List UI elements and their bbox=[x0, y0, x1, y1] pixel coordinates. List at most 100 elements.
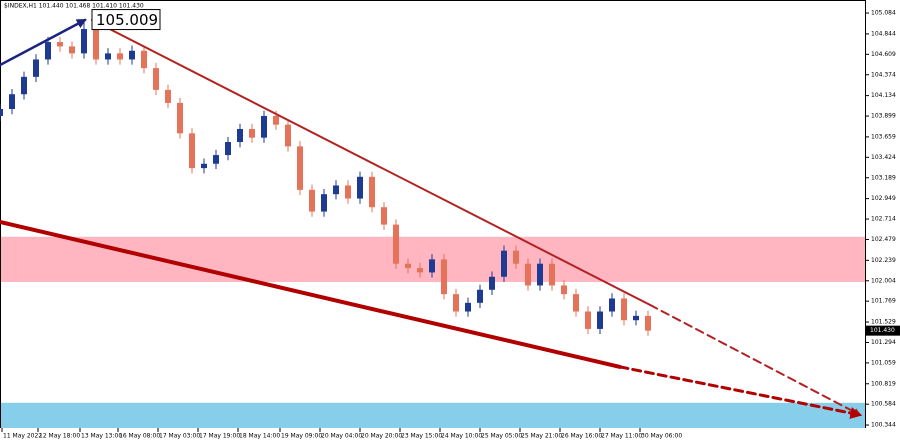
candle-body bbox=[105, 53, 111, 60]
candle-body bbox=[237, 128, 243, 143]
x-tick-label: 13 May 13:00 bbox=[81, 433, 122, 440]
candle-body bbox=[309, 189, 315, 212]
y-tick-label: 102.949 bbox=[871, 195, 896, 202]
peak-label: 105.009 bbox=[96, 11, 158, 29]
y-tick-label: 104.134 bbox=[871, 92, 896, 99]
y-tick-label: 102.479 bbox=[871, 236, 896, 243]
trend-line bbox=[0, 18, 87, 67]
candle-body bbox=[21, 76, 27, 95]
y-tick-label: 100.819 bbox=[871, 380, 896, 387]
candle-body bbox=[321, 194, 327, 212]
candle-body bbox=[153, 68, 159, 90]
candle-body bbox=[345, 185, 351, 199]
y-tick-label: 100.344 bbox=[871, 422, 896, 429]
candle-body bbox=[129, 50, 135, 60]
candle-body bbox=[489, 276, 495, 290]
trend-line bbox=[0, 219, 622, 369]
candle-body bbox=[69, 46, 75, 54]
x-tick-label: 18 May 14:00 bbox=[239, 433, 280, 440]
x-tick-label: 20 May 20:00 bbox=[361, 433, 402, 440]
y-tick-label: 102.239 bbox=[871, 257, 896, 264]
candle-body bbox=[141, 50, 147, 69]
candle-body bbox=[357, 176, 363, 199]
candle-body bbox=[93, 29, 99, 60]
candle-body bbox=[633, 315, 639, 321]
candle-body bbox=[453, 294, 459, 312]
candle-body bbox=[189, 133, 195, 169]
candle-body bbox=[465, 302, 471, 312]
candle-body bbox=[621, 298, 627, 321]
candle-body bbox=[45, 42, 51, 60]
price-zone bbox=[1, 402, 865, 428]
candle-body bbox=[273, 115, 279, 125]
x-tick-label: 20 May 04:00 bbox=[321, 433, 362, 440]
trend-line bbox=[649, 303, 862, 416]
candle-body bbox=[213, 155, 219, 164]
trend-line bbox=[91, 18, 651, 306]
x-tick-label: 24 May 10:00 bbox=[441, 433, 482, 440]
y-tick-label: 103.424 bbox=[871, 154, 896, 161]
candle-body bbox=[609, 298, 615, 312]
candle-body bbox=[477, 289, 483, 303]
y-tick-label: 103.189 bbox=[871, 174, 896, 181]
peak-label-box bbox=[91, 9, 161, 31]
candle-body bbox=[0, 108, 3, 116]
candle-body bbox=[393, 224, 399, 264]
candle-body bbox=[549, 263, 555, 286]
candle-body bbox=[405, 263, 411, 269]
candle-body bbox=[249, 128, 255, 138]
y-tick-label: 100.584 bbox=[871, 401, 896, 408]
y-tick-label: 104.844 bbox=[871, 30, 896, 37]
y-tick-label: 101.059 bbox=[871, 359, 896, 366]
x-tick-label: 30 May 06:00 bbox=[641, 433, 682, 440]
candle-body bbox=[57, 42, 63, 47]
y-tick-label: 104.609 bbox=[871, 51, 896, 58]
y-tick-label: 103.659 bbox=[871, 133, 896, 140]
candle-body bbox=[417, 268, 423, 273]
candle-body bbox=[537, 263, 543, 286]
candle-body bbox=[201, 163, 207, 169]
y-tick-label: 101.769 bbox=[871, 298, 896, 305]
x-tick-label: 17 May 19:00 bbox=[199, 433, 240, 440]
y-tick-label: 105.084 bbox=[871, 10, 896, 17]
candle-body bbox=[381, 207, 387, 225]
candle-body bbox=[333, 185, 339, 195]
candle-body bbox=[525, 263, 531, 286]
x-tick-label: 25 May 21:00 bbox=[521, 433, 562, 440]
x-tick-label: 27 May 11:00 bbox=[601, 433, 642, 440]
x-tick-label: 11 May 2022 bbox=[3, 433, 42, 440]
candle-body bbox=[297, 146, 303, 190]
x-tick-label: 16 May 08:00 bbox=[119, 433, 160, 440]
candle-body bbox=[33, 59, 39, 77]
candle-body bbox=[441, 259, 447, 295]
candle-body bbox=[9, 94, 15, 109]
candle-body bbox=[165, 89, 171, 103]
last-price-label: 101.430 bbox=[870, 327, 895, 334]
candle-body bbox=[645, 315, 651, 331]
y-tick-label: 101.294 bbox=[871, 339, 896, 346]
candle-body bbox=[261, 115, 267, 138]
x-tick-label: 19 May 09:00 bbox=[281, 433, 322, 440]
x-tick-label: 26 May 16:00 bbox=[561, 433, 602, 440]
candle-body bbox=[573, 294, 579, 312]
x-tick-label: 23 May 15:00 bbox=[401, 433, 442, 440]
candle-body bbox=[501, 250, 507, 277]
candle-body bbox=[177, 102, 183, 134]
y-tick-label: 103.899 bbox=[871, 113, 896, 120]
chart-header: $INDEX,H1 101.440 101.468 101.410 101.43… bbox=[4, 3, 144, 10]
candle-body bbox=[585, 311, 591, 329]
last-price-tag bbox=[866, 325, 900, 336]
candle-body bbox=[285, 124, 291, 147]
x-tick-label: 25 May 05:00 bbox=[481, 433, 522, 440]
candle-body bbox=[597, 311, 603, 329]
candle-body bbox=[429, 259, 435, 273]
trend-line bbox=[618, 365, 863, 419]
candle-body bbox=[81, 29, 87, 54]
candle-body bbox=[225, 142, 231, 156]
candle-body bbox=[369, 176, 375, 208]
x-tick-label: 17 May 03:00 bbox=[159, 433, 200, 440]
y-tick-label: 102.004 bbox=[871, 277, 896, 284]
candle-body bbox=[561, 285, 567, 295]
y-tick-label: 102.714 bbox=[871, 216, 896, 223]
